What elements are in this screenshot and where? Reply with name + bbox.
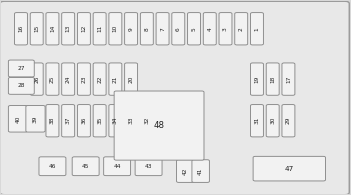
FancyBboxPatch shape bbox=[62, 63, 75, 95]
Text: 21: 21 bbox=[113, 75, 118, 83]
FancyBboxPatch shape bbox=[46, 63, 59, 95]
Text: 40: 40 bbox=[15, 115, 20, 122]
Text: 9: 9 bbox=[128, 27, 134, 31]
FancyBboxPatch shape bbox=[62, 13, 75, 45]
FancyBboxPatch shape bbox=[253, 156, 325, 181]
Text: 6: 6 bbox=[176, 27, 181, 31]
Text: 44: 44 bbox=[113, 164, 121, 169]
Text: 24: 24 bbox=[66, 75, 71, 83]
Text: 20: 20 bbox=[128, 75, 134, 83]
FancyBboxPatch shape bbox=[46, 105, 59, 137]
FancyBboxPatch shape bbox=[72, 157, 99, 176]
FancyBboxPatch shape bbox=[26, 105, 45, 132]
Text: 26: 26 bbox=[34, 75, 39, 83]
FancyBboxPatch shape bbox=[266, 105, 279, 137]
Text: 27: 27 bbox=[18, 66, 25, 71]
FancyBboxPatch shape bbox=[78, 63, 90, 95]
Text: 10: 10 bbox=[113, 25, 118, 32]
Text: 33: 33 bbox=[128, 117, 134, 124]
FancyBboxPatch shape bbox=[177, 160, 194, 182]
Text: 19: 19 bbox=[254, 75, 259, 83]
FancyBboxPatch shape bbox=[93, 105, 106, 137]
Text: 4: 4 bbox=[207, 27, 212, 31]
Text: 2: 2 bbox=[239, 27, 244, 31]
Text: 3: 3 bbox=[223, 27, 228, 31]
Text: 36: 36 bbox=[81, 117, 86, 124]
Text: 37: 37 bbox=[66, 117, 71, 124]
Text: 30: 30 bbox=[270, 117, 275, 124]
FancyBboxPatch shape bbox=[235, 13, 248, 45]
Text: 41: 41 bbox=[198, 167, 203, 175]
Text: 38: 38 bbox=[50, 117, 55, 124]
Text: 12: 12 bbox=[81, 25, 86, 32]
Text: 48: 48 bbox=[154, 121, 165, 130]
FancyBboxPatch shape bbox=[251, 63, 264, 95]
Text: 43: 43 bbox=[145, 164, 152, 169]
Text: 17: 17 bbox=[286, 75, 291, 83]
FancyBboxPatch shape bbox=[46, 13, 59, 45]
FancyBboxPatch shape bbox=[114, 91, 204, 160]
FancyBboxPatch shape bbox=[109, 63, 122, 95]
FancyBboxPatch shape bbox=[219, 13, 232, 45]
Text: 13: 13 bbox=[66, 25, 71, 32]
FancyBboxPatch shape bbox=[156, 13, 169, 45]
Text: 29: 29 bbox=[286, 117, 291, 124]
FancyBboxPatch shape bbox=[125, 13, 138, 45]
FancyBboxPatch shape bbox=[62, 105, 75, 137]
Text: 18: 18 bbox=[270, 75, 275, 83]
Text: 5: 5 bbox=[192, 27, 197, 31]
FancyBboxPatch shape bbox=[109, 13, 122, 45]
Text: 8: 8 bbox=[144, 27, 149, 31]
Text: 22: 22 bbox=[97, 75, 102, 83]
FancyBboxPatch shape bbox=[187, 13, 200, 45]
FancyBboxPatch shape bbox=[93, 13, 106, 45]
FancyBboxPatch shape bbox=[8, 105, 28, 132]
FancyBboxPatch shape bbox=[140, 13, 153, 45]
Text: 35: 35 bbox=[97, 117, 102, 124]
FancyBboxPatch shape bbox=[251, 105, 264, 137]
Text: 31: 31 bbox=[254, 117, 259, 124]
FancyBboxPatch shape bbox=[104, 157, 131, 176]
Text: 34: 34 bbox=[113, 117, 118, 124]
FancyBboxPatch shape bbox=[93, 63, 106, 95]
Text: 42: 42 bbox=[183, 167, 188, 175]
FancyBboxPatch shape bbox=[30, 63, 43, 95]
FancyBboxPatch shape bbox=[251, 13, 264, 45]
Text: 39: 39 bbox=[33, 115, 38, 122]
FancyBboxPatch shape bbox=[8, 77, 34, 94]
FancyBboxPatch shape bbox=[78, 13, 90, 45]
Text: 32: 32 bbox=[144, 117, 149, 124]
FancyBboxPatch shape bbox=[282, 105, 295, 137]
Text: 7: 7 bbox=[160, 27, 165, 31]
Text: 45: 45 bbox=[82, 164, 90, 169]
Text: 14: 14 bbox=[50, 25, 55, 32]
Text: 25: 25 bbox=[50, 75, 55, 83]
FancyBboxPatch shape bbox=[266, 63, 279, 95]
FancyBboxPatch shape bbox=[140, 105, 153, 137]
Text: 28: 28 bbox=[18, 83, 25, 88]
Text: 11: 11 bbox=[97, 25, 102, 32]
FancyBboxPatch shape bbox=[282, 63, 295, 95]
FancyBboxPatch shape bbox=[109, 105, 122, 137]
FancyBboxPatch shape bbox=[192, 160, 210, 182]
FancyBboxPatch shape bbox=[30, 13, 43, 45]
FancyBboxPatch shape bbox=[135, 157, 162, 176]
FancyBboxPatch shape bbox=[78, 105, 90, 137]
FancyBboxPatch shape bbox=[172, 13, 185, 45]
FancyBboxPatch shape bbox=[8, 60, 34, 77]
FancyBboxPatch shape bbox=[14, 13, 27, 45]
Text: 16: 16 bbox=[19, 25, 24, 32]
Text: 46: 46 bbox=[49, 164, 56, 169]
Text: 15: 15 bbox=[34, 25, 39, 32]
FancyBboxPatch shape bbox=[125, 105, 138, 137]
Text: 23: 23 bbox=[81, 75, 86, 83]
FancyBboxPatch shape bbox=[125, 63, 138, 95]
Text: 1: 1 bbox=[254, 27, 259, 31]
FancyBboxPatch shape bbox=[203, 13, 216, 45]
FancyBboxPatch shape bbox=[39, 157, 66, 176]
Text: 47: 47 bbox=[285, 166, 294, 172]
